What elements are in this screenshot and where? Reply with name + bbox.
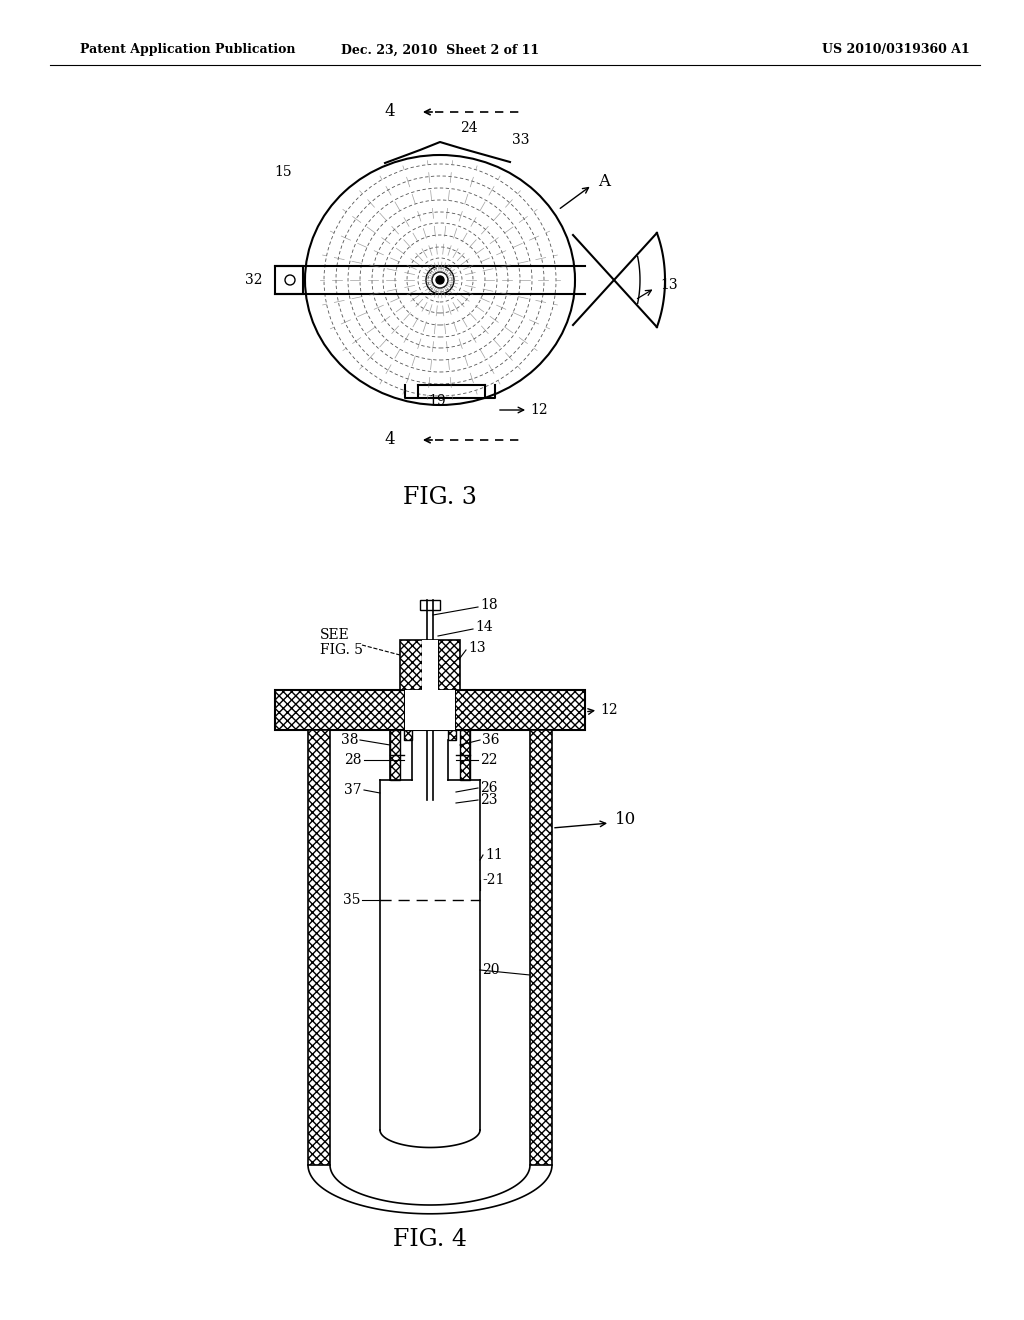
Bar: [422, 640, 438, 690]
Text: SEE: SEE: [319, 628, 350, 642]
Text: FIG. 5: FIG. 5: [319, 643, 362, 657]
Text: FIG. 4: FIG. 4: [393, 1229, 467, 1251]
Text: 20: 20: [482, 964, 500, 977]
Text: 11: 11: [485, 847, 503, 862]
Bar: [420, 601, 440, 610]
Bar: [406, 690, 455, 730]
Bar: [275, 690, 585, 730]
Text: 12: 12: [600, 704, 617, 717]
Bar: [460, 730, 470, 780]
Bar: [449, 730, 456, 741]
Bar: [400, 640, 460, 690]
Bar: [530, 730, 552, 1166]
Bar: [390, 730, 400, 780]
Text: 38: 38: [341, 733, 358, 747]
Text: 14: 14: [475, 620, 493, 634]
Text: 4: 4: [385, 103, 395, 120]
Bar: [308, 730, 330, 1166]
Bar: [400, 640, 460, 690]
Text: A: A: [598, 173, 610, 190]
Text: 28: 28: [344, 752, 362, 767]
Text: 19: 19: [428, 393, 445, 408]
Text: 36: 36: [482, 733, 500, 747]
Text: 32: 32: [245, 273, 262, 286]
Bar: [530, 730, 552, 1166]
Bar: [449, 730, 456, 741]
Circle shape: [436, 276, 444, 284]
Text: Dec. 23, 2010  Sheet 2 of 11: Dec. 23, 2010 Sheet 2 of 11: [341, 44, 539, 57]
Text: 37: 37: [344, 783, 362, 797]
Text: 35: 35: [342, 894, 360, 907]
Bar: [308, 730, 330, 1166]
Text: 10: 10: [615, 812, 636, 829]
Text: 15: 15: [274, 165, 292, 180]
Text: 13: 13: [468, 642, 485, 655]
Text: 24: 24: [460, 121, 477, 135]
Text: 12: 12: [530, 403, 548, 417]
Text: 33: 33: [512, 133, 529, 147]
Text: 18: 18: [480, 598, 498, 612]
Bar: [275, 690, 585, 730]
Text: 26: 26: [480, 781, 498, 795]
Bar: [390, 730, 400, 780]
Bar: [404, 730, 412, 741]
Text: 13: 13: [660, 279, 678, 292]
Bar: [404, 730, 412, 741]
Text: US 2010/0319360 A1: US 2010/0319360 A1: [822, 44, 970, 57]
Text: 23: 23: [480, 793, 498, 807]
Text: 22: 22: [480, 752, 498, 767]
Bar: [275, 267, 303, 294]
Text: Patent Application Publication: Patent Application Publication: [80, 44, 296, 57]
Text: FIG. 3: FIG. 3: [403, 487, 477, 510]
Text: 4: 4: [385, 432, 395, 449]
Bar: [460, 730, 470, 780]
Text: -21: -21: [482, 873, 505, 887]
